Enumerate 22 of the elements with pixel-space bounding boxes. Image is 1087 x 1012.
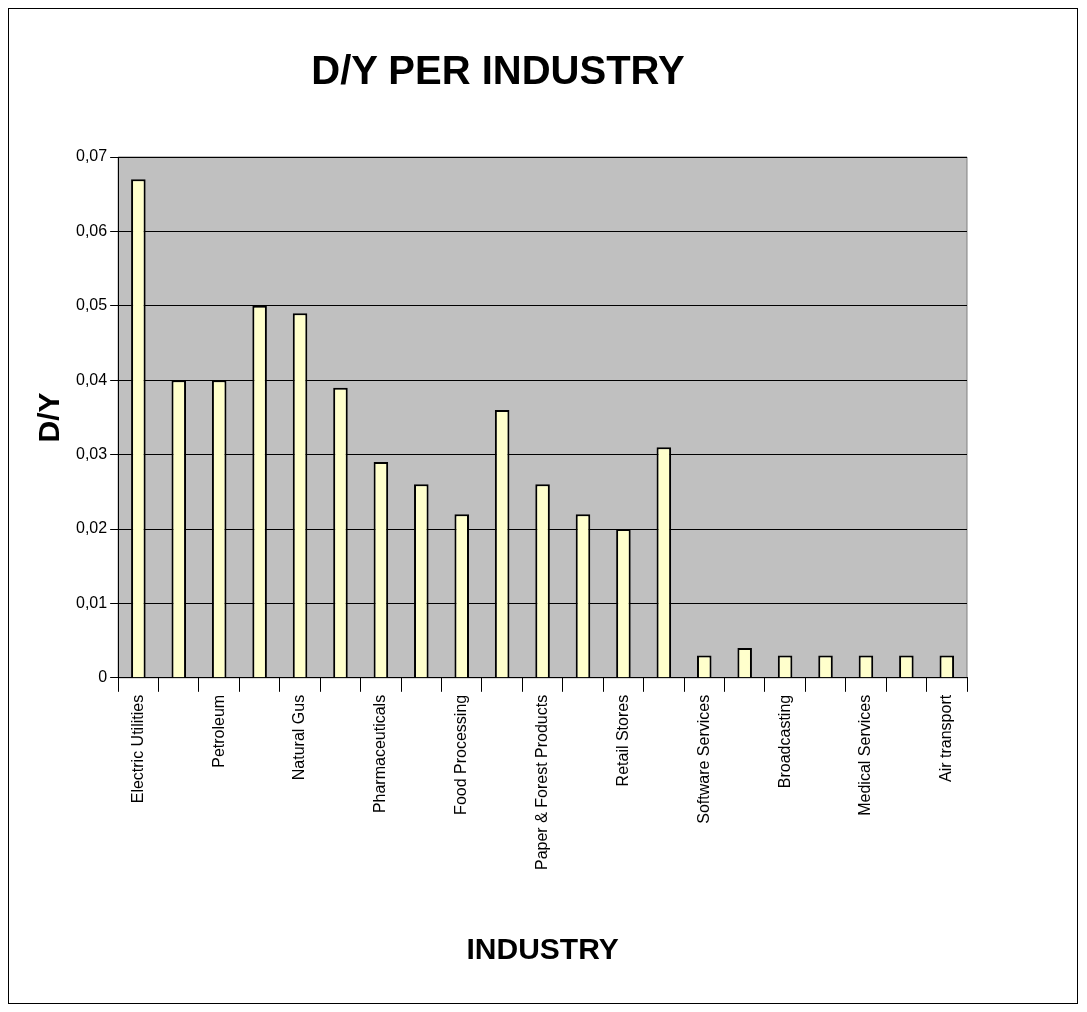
x-tick-label: Medical Services [856,694,874,816]
y-tick-label: 0 [98,668,108,686]
y-tick-label: 0,07 [76,147,108,165]
chart-title: D/Y PER INDUSTRY [311,48,686,93]
x-tick-label: Natural Gus [290,694,308,781]
y-tick-label: 0,01 [76,593,108,611]
y-tick-label: 0,02 [76,519,108,537]
x-tick-label: Pharmaceuticals [371,694,389,814]
x-tick-label: Retail Stores [613,694,631,787]
y-tick-label: 0,03 [76,445,108,463]
x-tick-label: Air transport [937,694,955,782]
y-tick-label: 0,06 [76,221,108,239]
y-tick-label: 0,05 [76,296,108,314]
x-tick-label: Food Processing [452,694,470,815]
x-tick-label: Software Services [694,694,712,824]
x-tick-label: Broadcasting [775,694,793,789]
y-axis-title: D/Y [32,392,66,443]
x-tick-label: Electric Utilities [128,694,146,804]
x-tick-label: Paper & Forest Products [532,694,550,870]
y-tick-label: 0,04 [76,370,108,388]
x-tick-label: Petroleum [209,694,227,768]
x-axis-title: INDUSTRY [466,932,619,966]
